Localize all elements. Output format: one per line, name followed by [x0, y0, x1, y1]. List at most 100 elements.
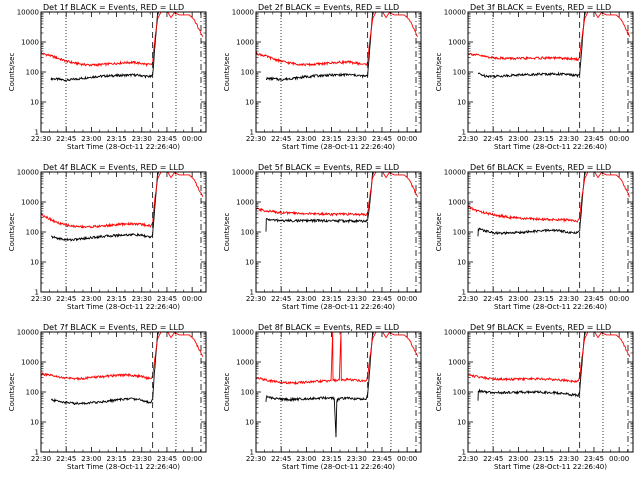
y-tick-label: 1000: [448, 359, 466, 367]
y-tick-label: 100: [241, 229, 254, 237]
y-axis-label: Counts/sec: [223, 53, 231, 92]
x-tick-label: 23:00: [508, 295, 528, 303]
panel-det-1: Det 1f BLACK = Events, RED = LLD 1 10 100 10…: [8, 3, 207, 151]
x-tick-label: 23:15: [321, 455, 341, 463]
x-tick-label: 00:00: [182, 455, 202, 463]
x-tick-label: 00:00: [397, 135, 417, 143]
x-tick-label: 23:30: [347, 455, 367, 463]
panel-det-5: Det 5f BLACK = Events, RED = LLD 1 10 100 10…: [223, 163, 422, 311]
x-tick-label: 23:00: [296, 135, 316, 143]
series-black-line: [50, 12, 161, 83]
y-tick-label: 1000: [21, 199, 39, 207]
x-tick-label: 22:30: [31, 135, 51, 143]
series-black-line: [477, 332, 588, 401]
x-tick-label: 23:45: [584, 455, 604, 463]
series-red-line: [256, 12, 419, 67]
x-axis-label: Start Time (28-Oct-11 22:26:40): [67, 303, 180, 311]
y-tick-label: 1000: [21, 359, 39, 367]
x-tick-label: 23:30: [132, 135, 152, 143]
y-tick-label: 10: [245, 259, 254, 267]
y-tick-label: 1000: [448, 39, 466, 47]
y-tick-label: 100: [453, 229, 466, 237]
x-tick-label: 22:45: [56, 135, 76, 143]
y-axis-label: Counts/sec: [435, 213, 443, 252]
y-tick-label: 100: [241, 69, 254, 77]
panel-title: Det 2f BLACK = Events, RED = LLD: [258, 3, 399, 12]
x-axis-label: Start Time (28-Oct-11 22:26:40): [67, 463, 180, 471]
x-axis-label: Start Time (28-Oct-11 22:26:40): [494, 143, 607, 151]
y-tick-label: 1: [462, 449, 466, 457]
series-black-line: [477, 172, 588, 237]
y-tick-label: 1000: [448, 199, 466, 207]
y-axis-label: Counts/sec: [223, 373, 231, 412]
y-tick-label: 1: [462, 289, 466, 297]
y-axis-label: Counts/sec: [223, 213, 231, 252]
y-tick-label: 10000: [17, 169, 39, 177]
panel-title: Det 3f BLACK = Events, RED = LLD: [470, 3, 611, 12]
x-tick-label: 22:30: [458, 455, 478, 463]
series-black-line: [266, 12, 376, 82]
x-tick-label: 23:00: [508, 135, 528, 143]
y-axis-label: Counts/sec: [435, 373, 443, 412]
x-tick-label: 23:15: [533, 135, 553, 143]
panel-det-6: Det 6f BLACK = Events, RED = LLD 1 10 100 10…: [435, 163, 634, 311]
y-tick-label: 10: [30, 99, 39, 107]
series-red-line: [256, 332, 419, 386]
series-black-line: [265, 172, 376, 232]
y-tick-label: 1: [462, 129, 466, 137]
x-tick-label: 22:45: [56, 455, 76, 463]
y-tick-label: 10000: [444, 9, 466, 17]
y-axis-label: Counts/sec: [8, 213, 16, 252]
y-tick-label: 100: [453, 389, 466, 397]
panel-det-9: Det 9f BLACK = Events, RED = LLD 1 10 100 10…: [435, 323, 634, 471]
x-tick-label: 22:30: [31, 295, 51, 303]
series-red-line: [468, 332, 631, 384]
panel-title: Det 5f BLACK = Events, RED = LLD: [258, 163, 399, 172]
x-axis-label: Start Time (28-Oct-11 22:26:40): [494, 303, 607, 311]
x-tick-label: 00:00: [182, 295, 202, 303]
panel-det-2: Det 2f BLACK = Events, RED = LLD 1 10 100 10…: [223, 3, 422, 151]
y-tick-label: 1000: [21, 39, 39, 47]
y-tick-label: 1000: [236, 199, 254, 207]
y-axis-label: Counts/sec: [8, 53, 16, 92]
y-tick-label: 1: [35, 129, 39, 137]
x-tick-label: 23:15: [321, 295, 341, 303]
series-red-line: [468, 12, 631, 62]
panel-title: Det 6f BLACK = Events, RED = LLD: [470, 163, 611, 172]
y-tick-label: 100: [453, 69, 466, 77]
y-tick-label: 1: [250, 449, 254, 457]
panel-det-3: Det 3f BLACK = Events, RED = LLD 1 10 100 10…: [435, 3, 634, 151]
x-tick-label: 23:30: [559, 295, 579, 303]
x-tick-label: 23:30: [559, 135, 579, 143]
x-tick-label: 23:30: [347, 295, 367, 303]
series-red-line: [41, 172, 204, 229]
series-red-line: [41, 12, 204, 67]
x-tick-label: 23:45: [157, 295, 177, 303]
x-tick-label: 23:45: [157, 455, 177, 463]
series-black-line: [265, 332, 376, 438]
x-tick-label: 22:45: [483, 295, 503, 303]
x-axis-label: Start Time (28-Oct-11 22:26:40): [282, 463, 395, 471]
x-tick-label: 00:00: [609, 455, 629, 463]
series-red-line: [41, 332, 204, 381]
x-tick-label: 23:45: [584, 135, 604, 143]
y-axis-label: Counts/sec: [435, 53, 443, 92]
panel-title: Det 9f BLACK = Events, RED = LLD: [470, 323, 611, 332]
y-tick-label: 1: [250, 289, 254, 297]
x-axis-label: Start Time (28-Oct-11 22:26:40): [67, 143, 180, 151]
y-tick-label: 10: [457, 419, 466, 427]
series-black-line: [50, 172, 161, 242]
x-tick-label: 23:30: [347, 135, 367, 143]
x-tick-label: 23:45: [584, 295, 604, 303]
x-tick-label: 00:00: [397, 295, 417, 303]
y-tick-label: 10: [30, 419, 39, 427]
x-tick-label: 23:00: [508, 455, 528, 463]
x-tick-label: 23:00: [296, 295, 316, 303]
x-axis-label: Start Time (28-Oct-11 22:26:40): [494, 463, 607, 471]
y-tick-label: 10: [457, 259, 466, 267]
panel-title: Det 7f BLACK = Events, RED = LLD: [43, 323, 184, 332]
y-tick-label: 1000: [236, 359, 254, 367]
series-black-line: [477, 12, 588, 79]
y-tick-label: 10: [245, 99, 254, 107]
